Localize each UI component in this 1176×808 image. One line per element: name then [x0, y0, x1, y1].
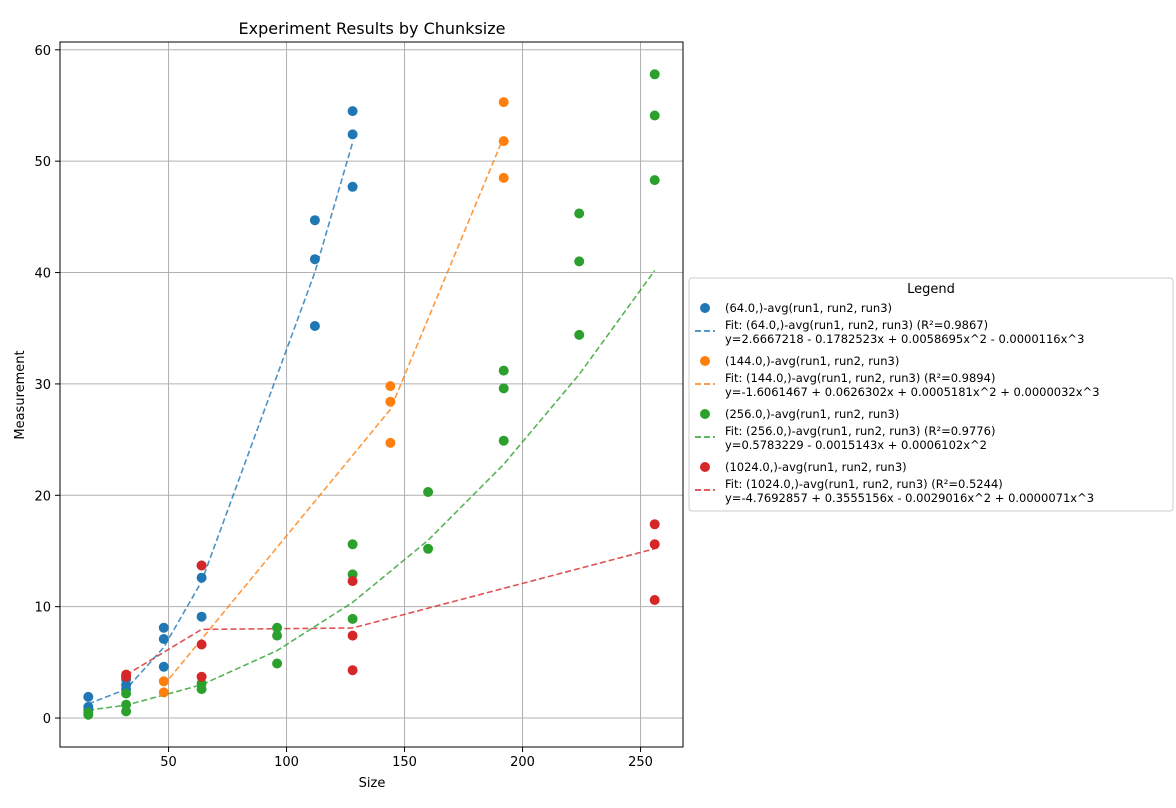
fit-line-series-0 [88, 142, 354, 705]
legend-fit-label-0: Fit: (64.0,)-avg(run1, run2, run3) (R²=0… [725, 318, 988, 332]
legend-fit-equation-0: y=2.6667218 - 0.1782523x + 0.0058695x^2 … [725, 332, 1084, 346]
legend-marker-1 [700, 356, 710, 366]
x-tick-label: 100 [274, 755, 299, 770]
x-tick-label: 150 [392, 755, 417, 770]
y-tick-label: 50 [34, 155, 51, 170]
legend-fit-label-2: Fit: (256.0,)-avg(run1, run2, run3) (R²=… [725, 424, 995, 438]
data-point-series-2 [574, 256, 585, 267]
legend-fit-label-1: Fit: (144.0,)-avg(run1, run2, run3) (R²=… [725, 371, 995, 385]
x-axis-label: Size [359, 776, 386, 791]
data-point-series-3 [121, 669, 132, 680]
legend-box [688, 277, 1174, 512]
legend-marker-0 [700, 303, 710, 313]
x-tick-label: 50 [160, 755, 177, 770]
legend-fit-equation-2: y=0.5783229 - 0.0015143x + 0.0006102x^2 [725, 438, 987, 452]
data-points [83, 69, 660, 720]
data-point-series-3 [649, 595, 660, 605]
data-point-series-2 [272, 630, 283, 641]
axis-ticks: 50 100 150 200 250 0 10 20 30 40 50 60 [34, 44, 652, 770]
legend: Legend (64.0,)-avg(run1, run2, run3) Fit:… [688, 277, 1174, 512]
data-point-series-3 [347, 630, 358, 641]
data-point-series-2 [272, 658, 283, 669]
legend-marker-2 [700, 409, 710, 419]
data-point-series-1 [385, 396, 396, 407]
data-point-series-2 [574, 329, 585, 340]
data-point-series-0 [309, 215, 320, 226]
legend-entry-0: (64.0,)-avg(run1, run2, run3) [725, 301, 892, 315]
data-point-series-0 [347, 129, 358, 140]
fit-line-series-2 [88, 270, 656, 711]
legend-marker-3 [700, 462, 710, 472]
data-point-series-2 [121, 699, 132, 710]
data-point-series-3 [347, 576, 358, 587]
data-point-series-1 [498, 136, 509, 147]
y-tick-label: 40 [34, 267, 51, 282]
legend-fit-label-3: Fit: (1024.0,)-avg(run1, run2, run3) (R²… [725, 477, 1003, 491]
plot-frame [59, 41, 684, 748]
data-point-series-2 [347, 539, 358, 550]
legend-fit-equation-1: y=-1.6061467 + 0.0626302x + 0.0005181x^2… [725, 385, 1100, 399]
data-point-series-0 [347, 181, 358, 192]
data-point-series-0 [158, 622, 169, 633]
data-point-series-1 [498, 97, 509, 108]
y-tick-label: 20 [34, 489, 51, 504]
data-point-series-3 [649, 519, 660, 530]
x-tick-label: 200 [510, 755, 535, 770]
data-point-series-2 [423, 487, 434, 497]
y-tick-label: 10 [34, 601, 51, 616]
legend-fit-equation-3: y=-4.7692857 + 0.3555156x - 0.0029016x^2… [725, 491, 1094, 505]
data-point-series-1 [498, 172, 509, 183]
data-point-series-2 [423, 543, 434, 554]
data-point-series-2 [498, 435, 509, 446]
data-point-series-3 [196, 639, 207, 650]
fit-lines [88, 136, 656, 711]
legend-title: Legend [907, 282, 955, 297]
data-point-series-2 [272, 622, 283, 633]
data-point-series-3 [347, 665, 358, 676]
data-point-series-2 [574, 208, 585, 219]
data-point-series-3 [196, 560, 207, 571]
y-tick-label: 0 [43, 712, 51, 727]
data-point-series-2 [649, 175, 660, 186]
data-point-series-2 [649, 69, 660, 80]
legend-entry-3: (1024.0,)-avg(run1, run2, run3) [725, 460, 907, 474]
data-point-series-0 [196, 611, 207, 622]
data-point-series-0 [83, 691, 94, 702]
data-point-series-2 [121, 688, 132, 699]
data-point-series-0 [309, 321, 320, 331]
chart-title: Experiment Results by Chunksize [239, 19, 506, 38]
data-point-series-2 [498, 383, 509, 394]
data-point-series-0 [347, 106, 358, 117]
data-point-series-3 [649, 539, 660, 550]
data-point-series-0 [158, 634, 169, 644]
y-tick-label: 60 [34, 44, 51, 59]
data-point-series-2 [498, 365, 509, 376]
y-axis-label: Measurement [13, 350, 28, 439]
data-point-series-1 [158, 687, 169, 698]
data-point-series-2 [649, 110, 660, 121]
y-tick-label: 30 [34, 378, 51, 393]
legend-entry-2: (256.0,)-avg(run1, run2, run3) [725, 407, 899, 421]
data-point-series-3 [196, 671, 207, 682]
data-point-series-2 [83, 707, 94, 718]
x-tick-label: 250 [628, 755, 653, 770]
data-point-series-1 [158, 676, 169, 687]
grid [60, 42, 683, 747]
data-point-series-1 [385, 437, 396, 448]
data-point-series-0 [309, 254, 320, 265]
data-point-series-2 [347, 613, 358, 624]
data-point-series-0 [196, 572, 207, 583]
data-point-series-0 [158, 661, 169, 672]
legend-entry-1: (144.0,)-avg(run1, run2, run3) [725, 354, 899, 368]
data-point-series-1 [385, 381, 396, 392]
fit-line-series-1 [163, 136, 505, 686]
